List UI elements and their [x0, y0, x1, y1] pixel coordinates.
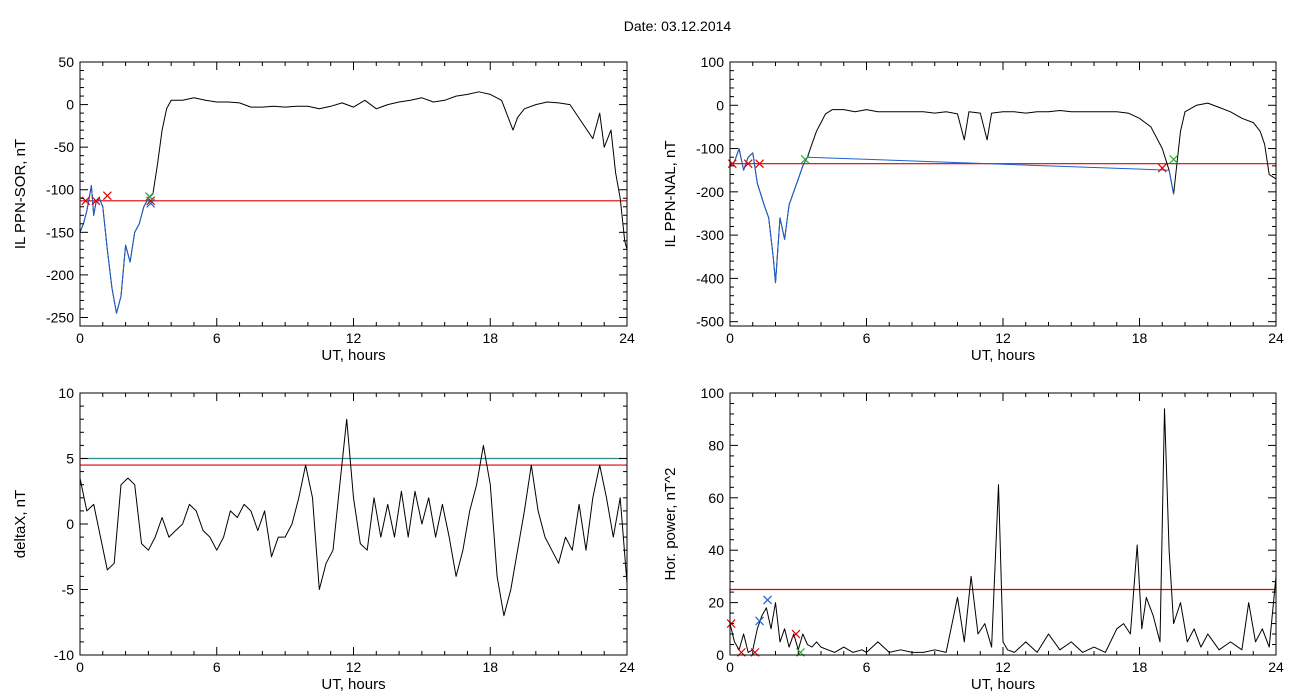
y-tick-label: 0 — [66, 97, 74, 113]
y-tick-label: -50 — [54, 139, 74, 155]
x-tick-label: 6 — [213, 659, 221, 675]
plot-frame — [79, 61, 628, 327]
y-tick-label: 50 — [58, 54, 74, 70]
y-axis-label: Hor. power, nT^2 — [662, 468, 679, 581]
y-tick-label: 100 — [701, 54, 725, 70]
x-tick-label: 24 — [619, 330, 635, 346]
marker-stroke — [102, 191, 112, 201]
series-line-2 — [79, 185, 154, 314]
marker-stroke — [146, 196, 156, 206]
y-tick-label: -200 — [46, 267, 74, 283]
marker-stroke — [763, 595, 772, 605]
x-tick-label: 12 — [346, 659, 362, 675]
y-tick-label: -10 — [54, 647, 74, 663]
y-tick-label: -250 — [46, 309, 74, 325]
y-tick-label: -300 — [696, 227, 724, 243]
y-tick-label: 40 — [708, 542, 724, 558]
event-marker — [755, 159, 764, 169]
y-tick-label: 20 — [708, 595, 724, 611]
x-tick-label: 12 — [995, 659, 1011, 675]
x-axis-label: UT, hours — [321, 676, 385, 693]
x-tick-label: 24 — [1268, 659, 1284, 675]
x-tick-label: 18 — [482, 659, 498, 675]
x-tick-label: 0 — [726, 659, 734, 675]
y-tick-label: -500 — [696, 314, 724, 330]
plot-frame — [79, 392, 628, 656]
y-axis-label: IL PPN-SOR, nT — [12, 139, 29, 249]
x-tick-label: 12 — [995, 330, 1011, 346]
y-tick-label: -5 — [62, 582, 75, 598]
event-marker — [91, 196, 101, 206]
y-tick-label: -100 — [696, 141, 724, 157]
event-marker — [791, 629, 801, 639]
marker-stroke — [146, 198, 156, 208]
x-tick-label: 18 — [1132, 659, 1148, 675]
x-tick-label: 0 — [76, 659, 84, 675]
y-tick-label: 0 — [716, 97, 724, 113]
y-axis-label: IL PPN-NAL, nT — [662, 141, 679, 248]
plot-panel-3: 0 6 12 18 24 10 5 0 -5 -10 UT, hours deltaX, nT — [12, 385, 635, 693]
page-title: Date: 03.12.2014 — [623, 18, 732, 34]
series-line-1 — [79, 418, 628, 617]
x-tick-label: 24 — [1268, 330, 1284, 346]
x-tick-label: 18 — [1132, 330, 1148, 346]
event-marker — [800, 154, 810, 164]
x-tick-label: 6 — [863, 659, 871, 675]
x-tick-label: 18 — [482, 330, 498, 346]
marker-stroke — [755, 616, 764, 626]
x-tick-label: 24 — [619, 659, 635, 675]
y-tick-label: 80 — [708, 437, 724, 453]
plot-panel-4: 0 6 12 18 24 100 80 60 40 20 0 UT, hours Hor. power,… — [662, 385, 1284, 693]
y-tick-label: 5 — [66, 451, 74, 467]
event-marker — [146, 198, 156, 208]
event-marker — [743, 159, 753, 169]
y-axis-label: deltaX, nT — [12, 490, 29, 558]
plot-panel-2: 0 6 12 18 24 100 0 -100 -200 -300 -400 -500 UT, hour… — [662, 54, 1284, 364]
event-marker — [755, 616, 764, 626]
y-tick-label: -200 — [696, 184, 724, 200]
marker-stroke — [1157, 163, 1167, 173]
x-tick-label: 0 — [726, 330, 734, 346]
y-tick-label: -150 — [46, 224, 74, 240]
event-marker — [102, 191, 112, 201]
x-tick-label: 6 — [863, 330, 871, 346]
y-tick-label: 60 — [708, 490, 724, 506]
y-tick-label: 10 — [58, 385, 74, 401]
x-axis-label: UT, hours — [321, 347, 385, 364]
y-tick-label: -100 — [46, 182, 74, 198]
x-tick-label: 12 — [346, 330, 362, 346]
y-tick-label: 0 — [66, 516, 74, 532]
plot-frame — [729, 392, 1277, 656]
marker-stroke — [1169, 154, 1179, 164]
y-tick-label: 0 — [716, 647, 724, 663]
y-tick-label: -400 — [696, 270, 724, 286]
y-tick-label: 100 — [701, 385, 725, 401]
plot-panel-1: 0 6 12 18 24 50 0 -50 -100 -150 -200 -250 UT, hours I… — [12, 54, 635, 364]
event-marker — [763, 595, 772, 605]
marker-stroke — [791, 629, 801, 639]
event-marker — [1169, 154, 1179, 164]
marker-stroke — [81, 196, 91, 206]
event-marker — [1157, 163, 1167, 173]
series-line-1 — [729, 408, 1277, 653]
x-axis-label: UT, hours — [971, 676, 1035, 693]
x-axis-label: UT, hours — [971, 347, 1035, 364]
series-line-1 — [79, 91, 628, 314]
x-tick-label: 6 — [213, 330, 221, 346]
x-tick-label: 0 — [76, 330, 84, 346]
marker-stroke — [755, 159, 764, 169]
series-line-1 — [729, 102, 1277, 284]
plot-frame — [729, 61, 1277, 327]
marker-stroke — [91, 196, 101, 206]
series-line-2 — [729, 148, 1175, 284]
marker-stroke — [800, 154, 810, 164]
marker-stroke — [743, 159, 753, 169]
